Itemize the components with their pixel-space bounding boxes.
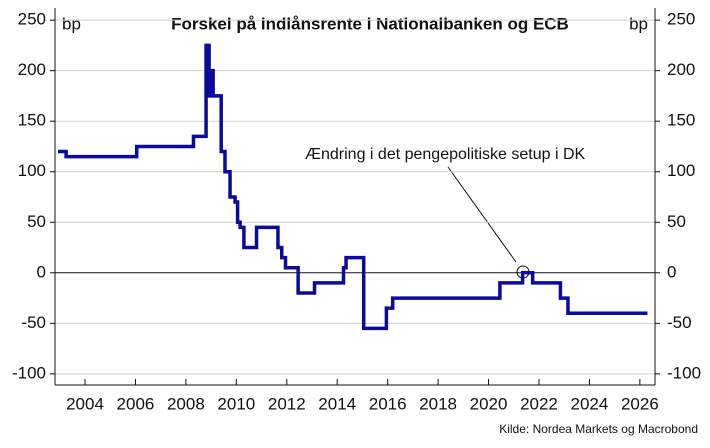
y2-tick-label: 250 — [667, 10, 695, 29]
annotation: Ændring i det pengepolitiske setup i DK — [305, 146, 585, 163]
y-tick-label: 250 — [18, 10, 46, 29]
y2-tick-label: 150 — [667, 111, 695, 130]
x-tick-label: 2008 — [167, 394, 205, 413]
x-tick-label: 2018 — [419, 394, 457, 413]
y-tick-label: 150 — [18, 111, 46, 130]
y-tick-label: 0 — [37, 262, 46, 281]
chart-title: Forskel på indlånsrente i Nationalbanken… — [171, 14, 569, 33]
x-tick-label: 2014 — [318, 394, 356, 413]
y-tick-label: 100 — [18, 161, 46, 180]
x-tick-label: 2016 — [369, 394, 407, 413]
y-tick-label: -100 — [12, 363, 46, 382]
y2-tick-label: 200 — [667, 60, 695, 79]
y-tick-label: -50 — [21, 313, 46, 332]
x-tick-label: 2024 — [571, 394, 609, 413]
y2-tick-label: -50 — [667, 313, 692, 332]
x-tick-label: 2004 — [66, 394, 104, 413]
y2-unit: bp — [629, 14, 648, 33]
x-tick-label: 2006 — [117, 394, 155, 413]
x-tick-label: 2020 — [470, 394, 508, 413]
y2-tick-label: -100 — [667, 363, 701, 382]
y2-tick-label: 50 — [667, 212, 686, 231]
y2-tick-label: 100 — [667, 161, 695, 180]
y-tick-label: 200 — [18, 60, 46, 79]
y-unit: bp — [62, 14, 81, 33]
x-tick-label: 2022 — [520, 394, 558, 413]
y-tick-label: 50 — [27, 212, 46, 231]
y2-tick-label: 0 — [667, 262, 676, 281]
x-tick-label: 2010 — [217, 394, 255, 413]
x-tick-label: 2026 — [621, 394, 659, 413]
x-tick-label: 2012 — [268, 394, 306, 413]
line-series — [58, 43, 648, 331]
source: Kilde: Nordea Markets og Macrobond — [499, 422, 698, 436]
annotation-line — [447, 166, 517, 263]
